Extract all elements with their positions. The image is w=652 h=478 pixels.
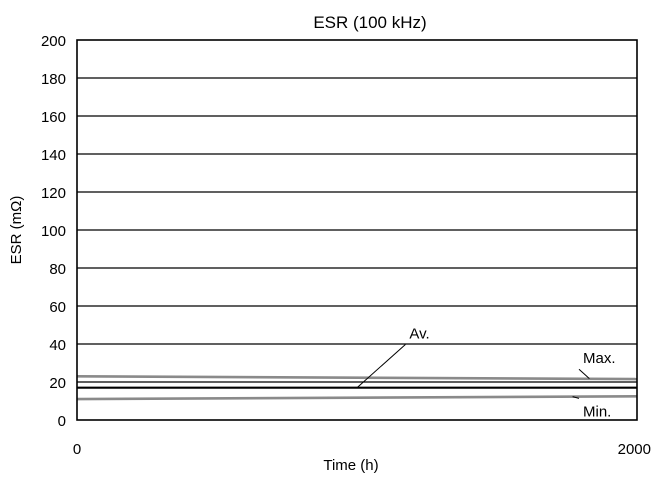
y-tick-label-80: 80: [49, 261, 66, 278]
y-tick-label-200: 200: [41, 33, 66, 50]
y-tick-label-160: 160: [41, 109, 66, 126]
y-tick-label-0: 0: [58, 413, 66, 430]
plot-border: [76, 39, 638, 421]
y-tick-label-40: 40: [49, 337, 66, 354]
y-tick-label-180: 180: [41, 71, 66, 88]
y-tick-label-60: 60: [49, 299, 66, 316]
y-tick-label-100: 100: [41, 223, 66, 240]
annotation-label-min: Min.: [583, 403, 611, 420]
plot-frame: [76, 39, 638, 421]
x-axis-label: Time (h): [323, 457, 378, 474]
annotations: Av. Max. Min.: [356, 326, 616, 420]
series-line-max: [76, 375, 638, 381]
annotation-leader-av: [356, 344, 406, 389]
y-tick-label-140: 140: [41, 147, 66, 164]
annotation-leader-min: [572, 396, 580, 399]
chart-title: ESR (100 kHz): [313, 13, 426, 32]
annotation-leader-max: [578, 368, 590, 379]
annotation-label-av: Av.: [409, 326, 429, 343]
y-axis-label: ESR (mΩ): [8, 196, 25, 265]
grid-lines: [77, 77, 637, 383]
y-tick-label-120: 120: [41, 185, 66, 202]
series-line-min: [76, 395, 638, 401]
y-tick-labels: 0 20 40 60 80 100 120 140 160 180 200: [41, 33, 66, 430]
annotation-label-max: Max.: [583, 350, 616, 367]
x-tick-label-2000: 2000: [618, 441, 651, 458]
x-tick-labels: 0 2000: [73, 441, 651, 458]
x-tick-label-0: 0: [73, 441, 81, 458]
y-tick-label-20: 20: [49, 375, 66, 392]
